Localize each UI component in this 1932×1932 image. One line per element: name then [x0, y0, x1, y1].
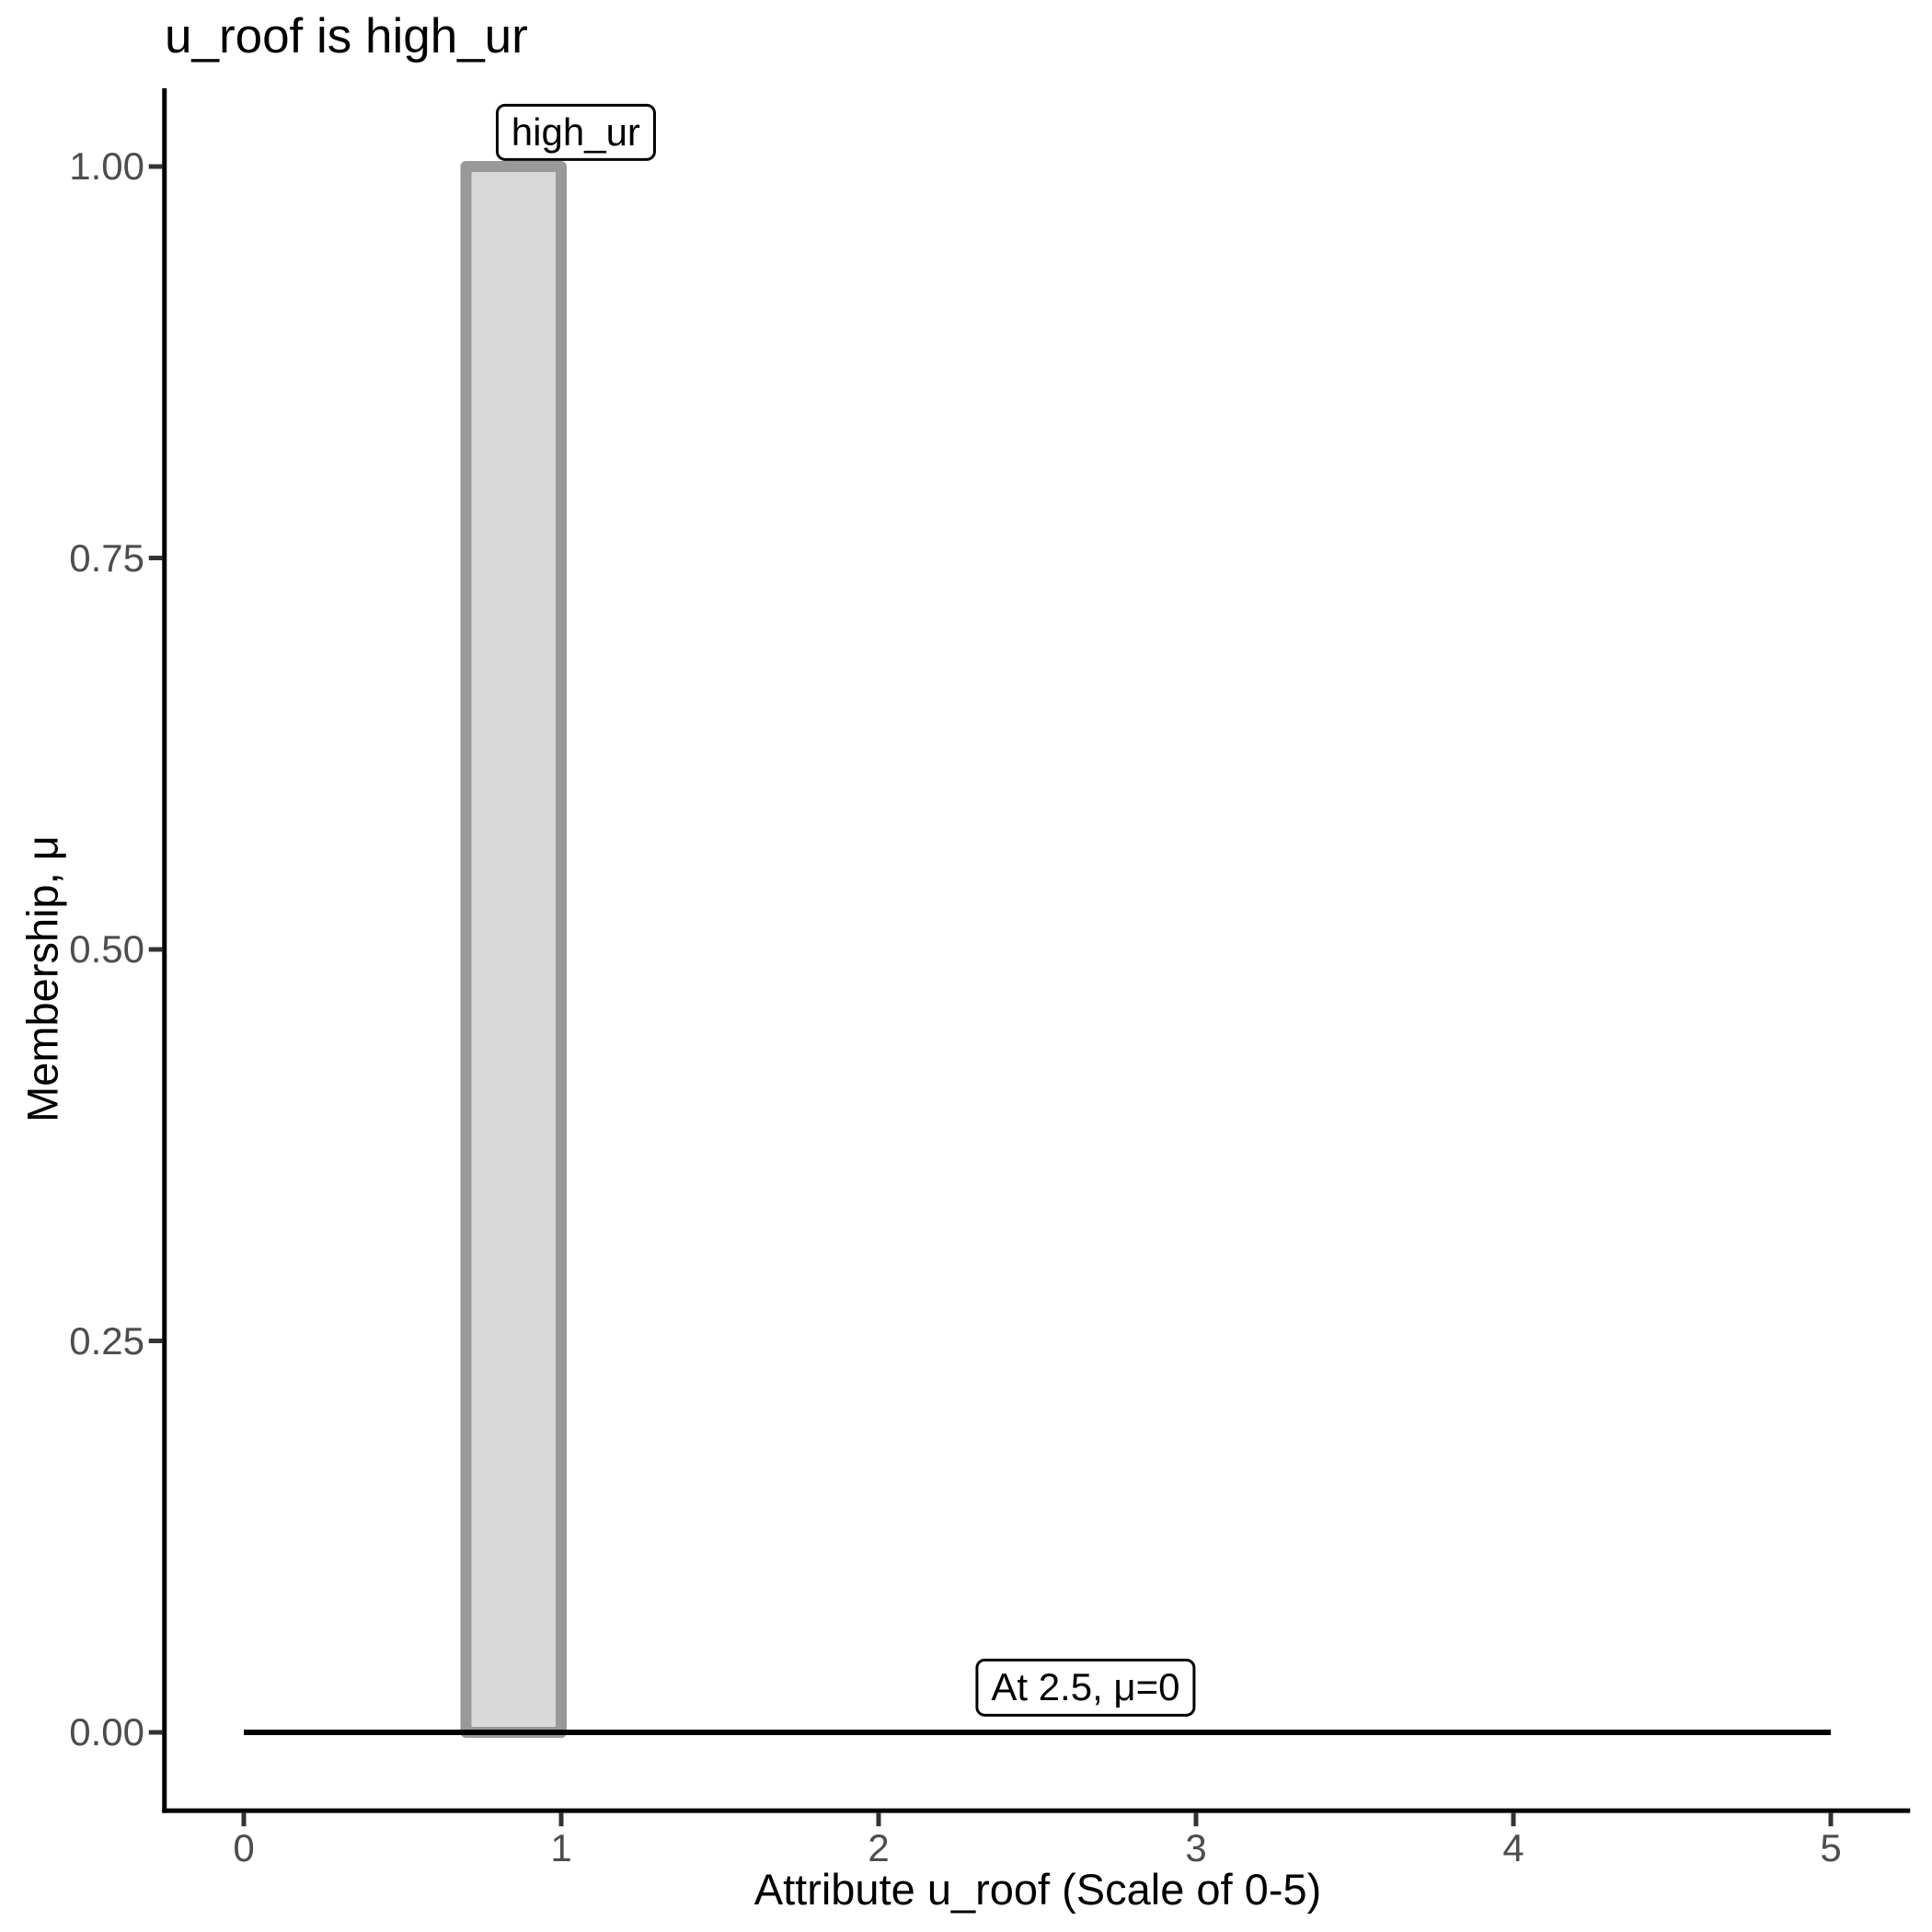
annotation-at-2-5-label: At 2.5, μ=0: [975, 1659, 1196, 1717]
x-tick-label-2: 2: [868, 1826, 890, 1869]
y-axis-title: Membership, μ: [17, 835, 67, 1122]
x-tick-label-4: 4: [1502, 1826, 1524, 1869]
series-high_ur-membership-set: [460, 161, 567, 1738]
x-tick-label-0: 0: [233, 1826, 255, 1869]
y-tick-label-0.25: 0.25: [69, 1318, 144, 1363]
annotation-high-ur-label: high_ur: [495, 103, 656, 161]
chart-title: u_roof is high_ur: [165, 9, 528, 63]
y-tick-label-0.75: 0.75: [69, 535, 144, 580]
x-tick-label-1: 1: [550, 1826, 572, 1869]
y-tick-label-0.50: 0.50: [69, 927, 144, 971]
y-tick-label-1.00: 1.00: [69, 144, 144, 188]
x-tick-label-5: 5: [1820, 1826, 1842, 1869]
x-tick-label-3: 3: [1185, 1826, 1207, 1869]
x-axis-title: Attribute u_roof (Scale of 0-5): [753, 1865, 1322, 1914]
y-tick-label-0.00: 0.00: [69, 1710, 144, 1754]
